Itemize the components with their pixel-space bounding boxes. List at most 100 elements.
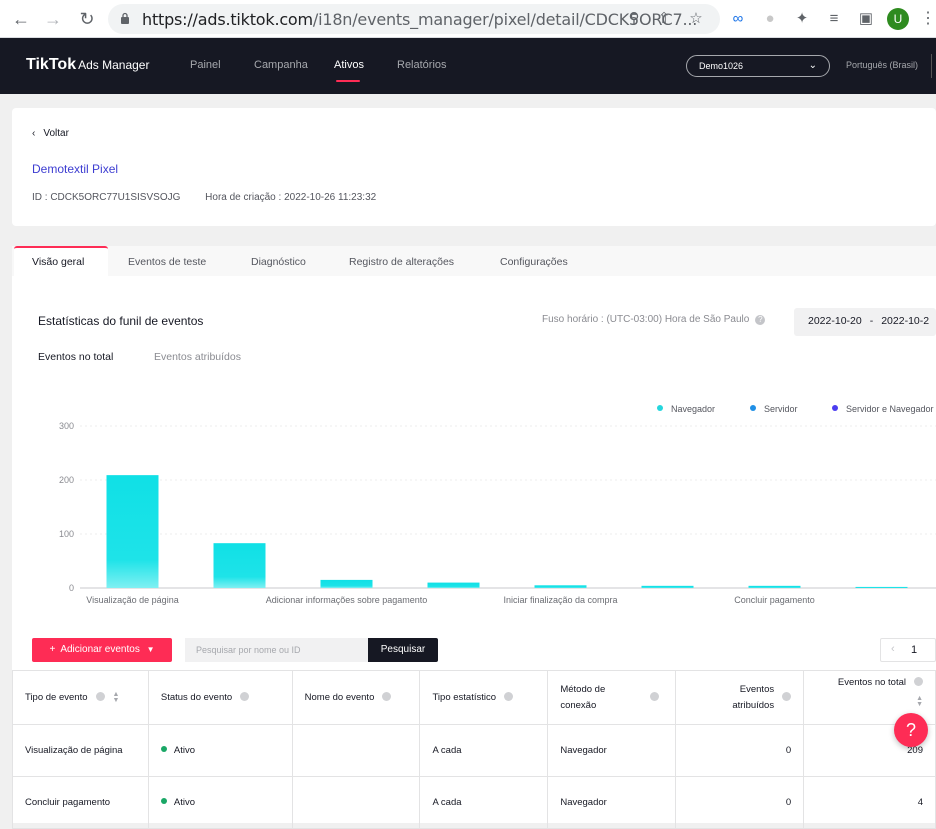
cell-total: 4 xyxy=(803,776,936,829)
help-icon[interactable] xyxy=(382,692,392,701)
sort-icon[interactable]: ▲ ▼ xyxy=(916,695,923,708)
nav-painel[interactable]: Painel xyxy=(190,59,221,71)
media-icon[interactable]: ≡ xyxy=(829,10,839,27)
table-row[interactable]: Concluir pagamento Ativo A cada Navegado… xyxy=(12,776,936,829)
nav-relatorios[interactable]: Relatórios xyxy=(397,59,447,71)
chart-bar[interactable] xyxy=(534,585,587,588)
col-tipo-de-evento[interactable]: Tipo de evento ▲ ▼ xyxy=(12,670,149,725)
extension-icon[interactable]: ● xyxy=(765,10,775,27)
chart-bar[interactable] xyxy=(855,586,908,588)
cell-event-name xyxy=(291,724,421,777)
subtab-eventos-atribuidos[interactable]: Eventos atribuídos xyxy=(154,351,241,363)
pixel-name: Demotextil Pixel xyxy=(32,162,119,176)
language-selector[interactable]: Português (Brasil) xyxy=(846,60,919,70)
reload-icon[interactable]: ↻ xyxy=(79,9,95,29)
address-bar[interactable]: https://ads.tiktok.com/i18n/events_manag… xyxy=(108,4,720,34)
cell-stat-type: A cada xyxy=(419,776,549,829)
cell-stat-type: A cada xyxy=(419,724,549,777)
tab-eventos-de-teste[interactable]: Eventos de teste xyxy=(128,256,207,268)
col-eventos-atribuidos: Eventos atribuídos xyxy=(675,670,805,725)
pixel-header-card: ‹ Voltar Demotextil Pixel ID : CDCK5ORC77… xyxy=(12,108,936,226)
chart-bar[interactable] xyxy=(106,475,159,588)
help-icon[interactable] xyxy=(914,677,923,686)
pagination[interactable]: ‹ 1 xyxy=(880,638,936,662)
x-tick-label: Iniciar finalização da compra xyxy=(503,595,617,605)
chart-bar[interactable] xyxy=(748,585,801,588)
chart-bar[interactable] xyxy=(427,582,480,588)
caret-down-icon: ▼ xyxy=(146,645,155,654)
cell-event-type: Concluir pagamento xyxy=(12,776,149,829)
table-row[interactable]: Visualização de página Ativo A cada Nave… xyxy=(12,724,936,777)
help-icon[interactable] xyxy=(650,692,660,702)
status-dot xyxy=(160,746,167,752)
help-icon[interactable] xyxy=(95,691,105,701)
app-header: TikTok Ads Manager Painel Campanha Ativos… xyxy=(0,38,936,94)
active-nav-indicator xyxy=(336,80,360,82)
y-tick-label: 200 xyxy=(59,475,74,485)
bookmark-star-icon[interactable]: ☆ xyxy=(689,10,703,27)
tab-configuracoes[interactable]: Configurações xyxy=(500,256,568,268)
nav-campanha[interactable]: Campanha xyxy=(254,59,308,71)
pixel-meta: ID : CDCK5ORC77U1SISVSOJG Hora de criaçã… xyxy=(32,192,376,203)
help-button[interactable]: ? xyxy=(894,713,928,747)
subtab-eventos-no-total[interactable]: Eventos no total xyxy=(38,351,114,363)
help-icon[interactable] xyxy=(504,692,514,701)
x-tick-label: Visualização de página xyxy=(86,595,178,605)
pixel-created-time: Hora de criação : 2022-10-26 11:23:32 xyxy=(205,192,377,203)
help-icon[interactable] xyxy=(782,692,792,702)
cell-event-name xyxy=(291,776,421,829)
back-link[interactable]: ‹ Voltar xyxy=(32,128,69,139)
legend-dot xyxy=(832,405,838,411)
share-icon[interactable]: ⇧ xyxy=(657,10,671,27)
plus-icon: + xyxy=(49,644,56,655)
chart-bar[interactable] xyxy=(641,585,694,588)
profile-avatar[interactable]: U xyxy=(887,8,909,30)
chart-bar[interactable] xyxy=(320,579,373,588)
sort-icon[interactable]: ▲ ▼ xyxy=(112,690,120,704)
browser-toolbar: ← → ↻ https://ads.tiktok.com/i18n/events… xyxy=(0,0,936,38)
sidepanel-icon[interactable]: ▣ xyxy=(858,10,874,27)
more-icon[interactable]: ⋮ xyxy=(920,10,936,27)
tab-diagnostico[interactable]: Diagnóstico xyxy=(251,256,306,268)
legend-servidor[interactable]: Servidor xyxy=(750,404,798,414)
cell-attributed: 0 xyxy=(675,776,805,829)
timezone-label: Fuso horário : (UTC-03:00) Hora de São P… xyxy=(542,314,766,325)
overview-panel: Estatísticas do funil de eventos Fuso ho… xyxy=(12,276,936,829)
help-icon[interactable] xyxy=(240,692,250,701)
back-arrow-icon[interactable]: ← xyxy=(12,9,30,29)
col-eventos-no-total[interactable]: Eventos no total ▲ ▼ xyxy=(803,670,936,725)
legend-dot xyxy=(750,405,756,411)
cell-connection: Navegador xyxy=(547,724,677,777)
add-events-button[interactable]: + Adicionar eventos ▼ xyxy=(32,638,172,662)
account-selector[interactable]: Demo1026 ⌄ xyxy=(686,55,830,77)
events-table: Tipo de evento ▲ ▼ Status do evento Nome d… xyxy=(12,670,936,829)
legend-navegador[interactable]: Navegador xyxy=(657,404,715,414)
status-dot xyxy=(160,798,167,804)
chevron-down-icon: ⌄ xyxy=(808,60,817,71)
tab-registro-de-alteracoes[interactable]: Registro de alterações xyxy=(349,256,455,268)
search-button[interactable]: Pesquisar xyxy=(368,638,438,662)
y-tick-label: 300 xyxy=(59,421,74,431)
legend-servidor-e-navegador[interactable]: Servidor e Navegador xyxy=(832,404,934,414)
date-range-picker[interactable]: 2022-10-20-2022-10-2 xyxy=(794,308,936,336)
search-input[interactable]: Pesquisar por nome ou ID xyxy=(185,638,368,662)
tab-visao-geral[interactable]: Visão geral xyxy=(32,256,85,268)
puzzle-icon[interactable]: ✦ xyxy=(795,10,809,27)
link-extension-icon[interactable]: ∞ xyxy=(732,10,744,27)
chevron-left-icon: ‹ xyxy=(32,128,36,139)
tiktok-logo[interactable]: TikTok Ads Manager xyxy=(26,56,150,73)
cell-event-type: Visualização de página xyxy=(12,724,149,777)
tab-bar: Visão geral Eventos de teste Diagnóstico… xyxy=(12,246,936,276)
col-nome-do-evento: Nome do evento xyxy=(291,670,421,725)
chart-bar[interactable] xyxy=(213,543,266,588)
divider xyxy=(931,54,932,78)
forward-arrow-icon[interactable]: → xyxy=(44,9,62,29)
help-icon[interactable]: ? xyxy=(755,315,766,325)
lock-icon xyxy=(121,12,129,24)
col-tipo-estatistico: Tipo estatístico xyxy=(419,670,549,725)
chevron-left-icon[interactable]: ‹ xyxy=(891,643,895,655)
cell-attributed: 0 xyxy=(675,724,805,777)
zoom-icon[interactable]: ⚲ xyxy=(628,10,640,27)
active-tab-background xyxy=(14,246,108,276)
nav-ativos[interactable]: Ativos xyxy=(334,59,364,71)
